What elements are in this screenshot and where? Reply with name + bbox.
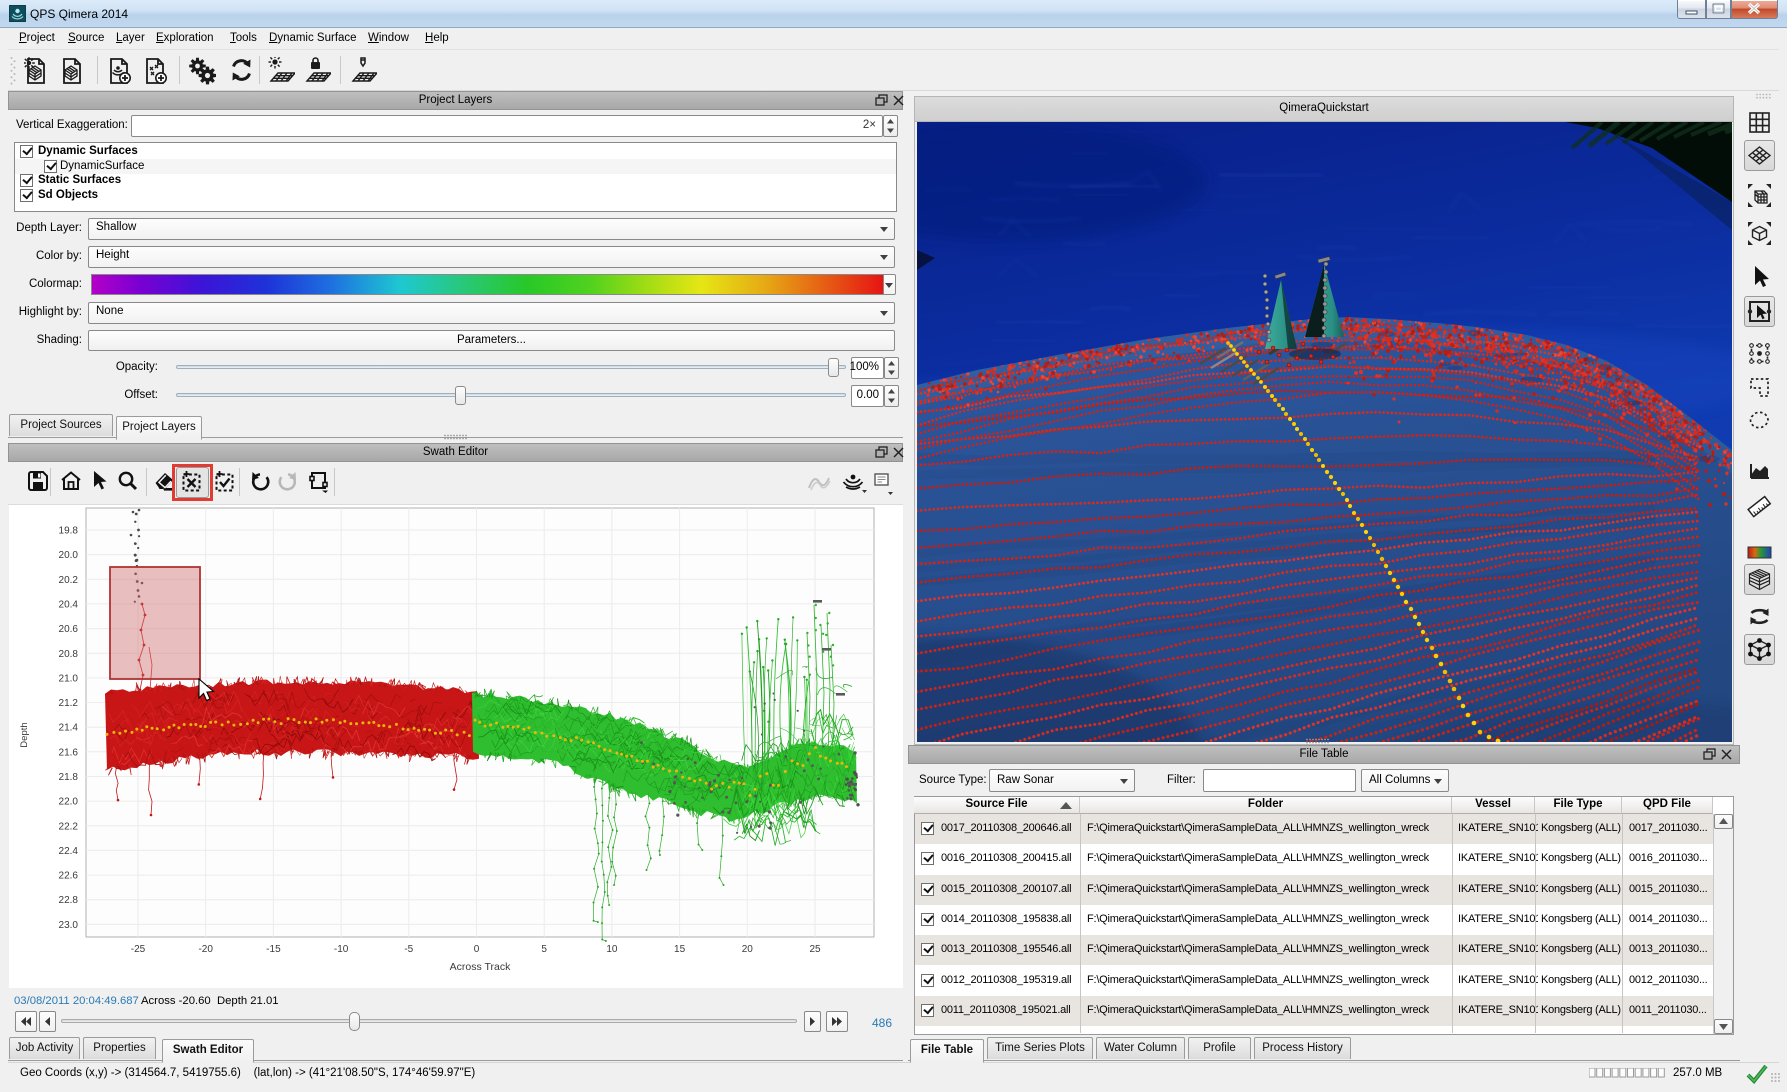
svg-text:20.2: 20.2 — [59, 575, 79, 586]
svg-text:22.6: 22.6 — [59, 871, 79, 882]
svg-text:21.4: 21.4 — [59, 723, 79, 734]
svg-text:Across Track: Across Track — [450, 961, 511, 973]
svg-text:15: 15 — [674, 944, 686, 955]
svg-text:21.2: 21.2 — [59, 698, 79, 709]
svg-text:19.8: 19.8 — [59, 526, 79, 537]
svg-text:-5: -5 — [404, 944, 413, 955]
svg-text:20.0: 20.0 — [59, 550, 79, 561]
svg-text:22.2: 22.2 — [59, 821, 79, 832]
svg-text:-15: -15 — [266, 944, 281, 955]
svg-text:-20: -20 — [198, 944, 213, 955]
svg-text:20: 20 — [742, 944, 754, 955]
svg-text:-25: -25 — [131, 944, 146, 955]
svg-text:Depth: Depth — [19, 722, 30, 747]
svg-text:20.6: 20.6 — [59, 624, 79, 635]
svg-text:-10: -10 — [334, 944, 349, 955]
svg-text:25: 25 — [809, 944, 821, 955]
svg-text:21.6: 21.6 — [59, 747, 79, 758]
svg-text:20.8: 20.8 — [59, 649, 79, 660]
svg-text:0: 0 — [474, 944, 480, 955]
svg-text:22.4: 22.4 — [59, 846, 79, 857]
svg-text:21.0: 21.0 — [59, 673, 79, 684]
svg-text:22.0: 22.0 — [59, 797, 79, 808]
svg-text:23.0: 23.0 — [59, 920, 79, 931]
svg-text:22.8: 22.8 — [59, 895, 79, 906]
svg-text:20.4: 20.4 — [59, 599, 79, 610]
svg-text:5: 5 — [541, 944, 547, 955]
svg-text:10: 10 — [606, 944, 618, 955]
svg-text:21.8: 21.8 — [59, 772, 79, 783]
